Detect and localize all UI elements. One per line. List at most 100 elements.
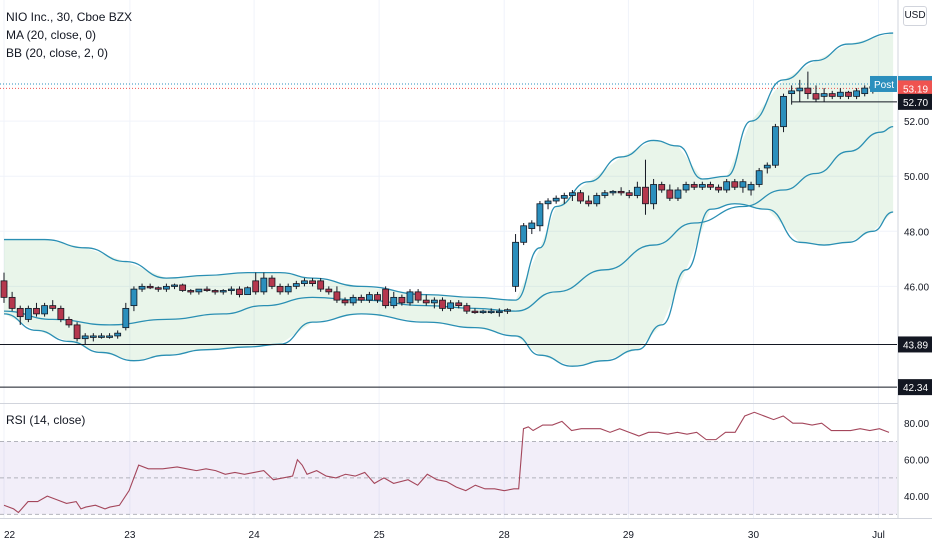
- candle-body: [195, 288, 203, 293]
- currency-button[interactable]: USD: [903, 6, 927, 26]
- candle-body: [406, 291, 414, 304]
- candle-body: [853, 90, 860, 97]
- candle-body: [495, 310, 503, 314]
- candle-body: [512, 241, 519, 287]
- time-axis-label: 28: [499, 530, 511, 541]
- candle-body: [487, 310, 495, 314]
- candle-body: [812, 93, 820, 100]
- candle-body: [65, 318, 73, 326]
- rsi-tick-label: 40.00: [904, 492, 929, 503]
- candle-body: [447, 302, 455, 309]
- bb-indicator-label[interactable]: BB (20, close, 2, 0): [6, 46, 109, 60]
- candle-body: [154, 287, 162, 290]
- post-label: Post: [874, 80, 894, 91]
- candle-body: [479, 310, 487, 314]
- bollinger-upper-line: [3, 32, 894, 301]
- candle-body: [187, 290, 195, 293]
- candle-body: [106, 335, 113, 338]
- candle-body: [633, 186, 641, 196]
- candle-body: [560, 195, 568, 199]
- candle-body: [365, 294, 373, 301]
- candle-body: [24, 307, 32, 320]
- rsi-line: [3, 411, 890, 514]
- candle-body: [268, 277, 276, 287]
- candle-body: [544, 200, 552, 205]
- candle-body: [731, 181, 739, 188]
- candle-body: [739, 181, 747, 188]
- candle-body: [504, 309, 511, 312]
- candle-body: [374, 294, 381, 301]
- ma-indicator-label[interactable]: MA (20, close, 0): [6, 28, 97, 42]
- candle-body: [471, 310, 479, 314]
- candle-body: [57, 307, 65, 320]
- candle-body: [244, 287, 252, 296]
- candle-body: [861, 87, 869, 95]
- candle-body: [41, 305, 48, 315]
- rsi-legend: RSI (14, close): [6, 411, 85, 429]
- price-tag-box: [898, 93, 932, 110]
- candle-body: [698, 184, 706, 188]
- candle-body: [609, 190, 617, 194]
- candle-body: [528, 222, 536, 229]
- candle-body: [81, 335, 89, 340]
- candle-body: [325, 288, 333, 293]
- symbol-legend: NIO Inc., 30, Cboe BZX MA (20, close, 0)…: [6, 8, 132, 62]
- candle-body: [642, 186, 649, 205]
- candle-body: [284, 285, 292, 293]
- price-tick-label: 52.00: [904, 117, 929, 128]
- price-tag-label: 53.19: [903, 84, 928, 95]
- price-tag-box: [898, 336, 932, 353]
- candle-body: [520, 225, 528, 243]
- candle-body: [252, 280, 260, 293]
- rsi-indicator-label[interactable]: RSI (14, close): [6, 413, 86, 427]
- candle-body: [772, 126, 779, 166]
- candle-body: [820, 93, 828, 97]
- candle-body: [796, 87, 804, 92]
- candle-body: [333, 291, 341, 301]
- post-label-box: [870, 75, 897, 92]
- candle-body: [236, 288, 243, 296]
- candle-body: [179, 284, 187, 291]
- candle-body: [219, 290, 227, 293]
- candle-body: [569, 192, 576, 196]
- candle-body: [804, 87, 812, 95]
- rsi-tick-label: 80.00: [904, 419, 929, 430]
- candle-body: [593, 195, 601, 205]
- candle-body: [836, 91, 844, 97]
- candle-body: [585, 200, 593, 205]
- candle-body: [276, 285, 284, 293]
- candle-body: [536, 203, 544, 227]
- candle-body: [690, 184, 698, 188]
- candle-body: [73, 324, 81, 340]
- candle-body: [755, 170, 763, 185]
- candle-body: [49, 305, 57, 309]
- time-axis-label: 22: [4, 530, 16, 541]
- candle-body: [707, 184, 714, 188]
- price-tag-box: [898, 80, 932, 97]
- time-axis-label: 25: [374, 530, 386, 541]
- candle-body: [601, 192, 609, 196]
- candle-body: [439, 299, 446, 309]
- time-axis-label: 23: [124, 530, 136, 541]
- candle-body: [357, 296, 365, 301]
- candle-body: [301, 280, 308, 285]
- candle-body: [845, 91, 852, 97]
- candle-body: [146, 285, 154, 289]
- candle-body: [292, 283, 300, 287]
- candle-body: [723, 181, 731, 191]
- candle-body: [658, 184, 666, 191]
- candle-body: [114, 332, 122, 337]
- candle-body: [430, 299, 438, 304]
- candle-body: [8, 296, 16, 309]
- candle-body: [16, 307, 24, 318]
- bollinger-lower-line: [3, 203, 894, 367]
- candle-body: [414, 291, 422, 301]
- candle-body: [33, 307, 40, 315]
- rsi-tick-label: 60.00: [904, 456, 929, 467]
- time-axis-label: 30: [748, 530, 760, 541]
- candle-body: [138, 285, 146, 290]
- price-tag-box: [898, 379, 932, 396]
- symbol-title[interactable]: NIO Inc., 30, Cboe BZX: [6, 10, 133, 24]
- candle-body: [122, 307, 130, 329]
